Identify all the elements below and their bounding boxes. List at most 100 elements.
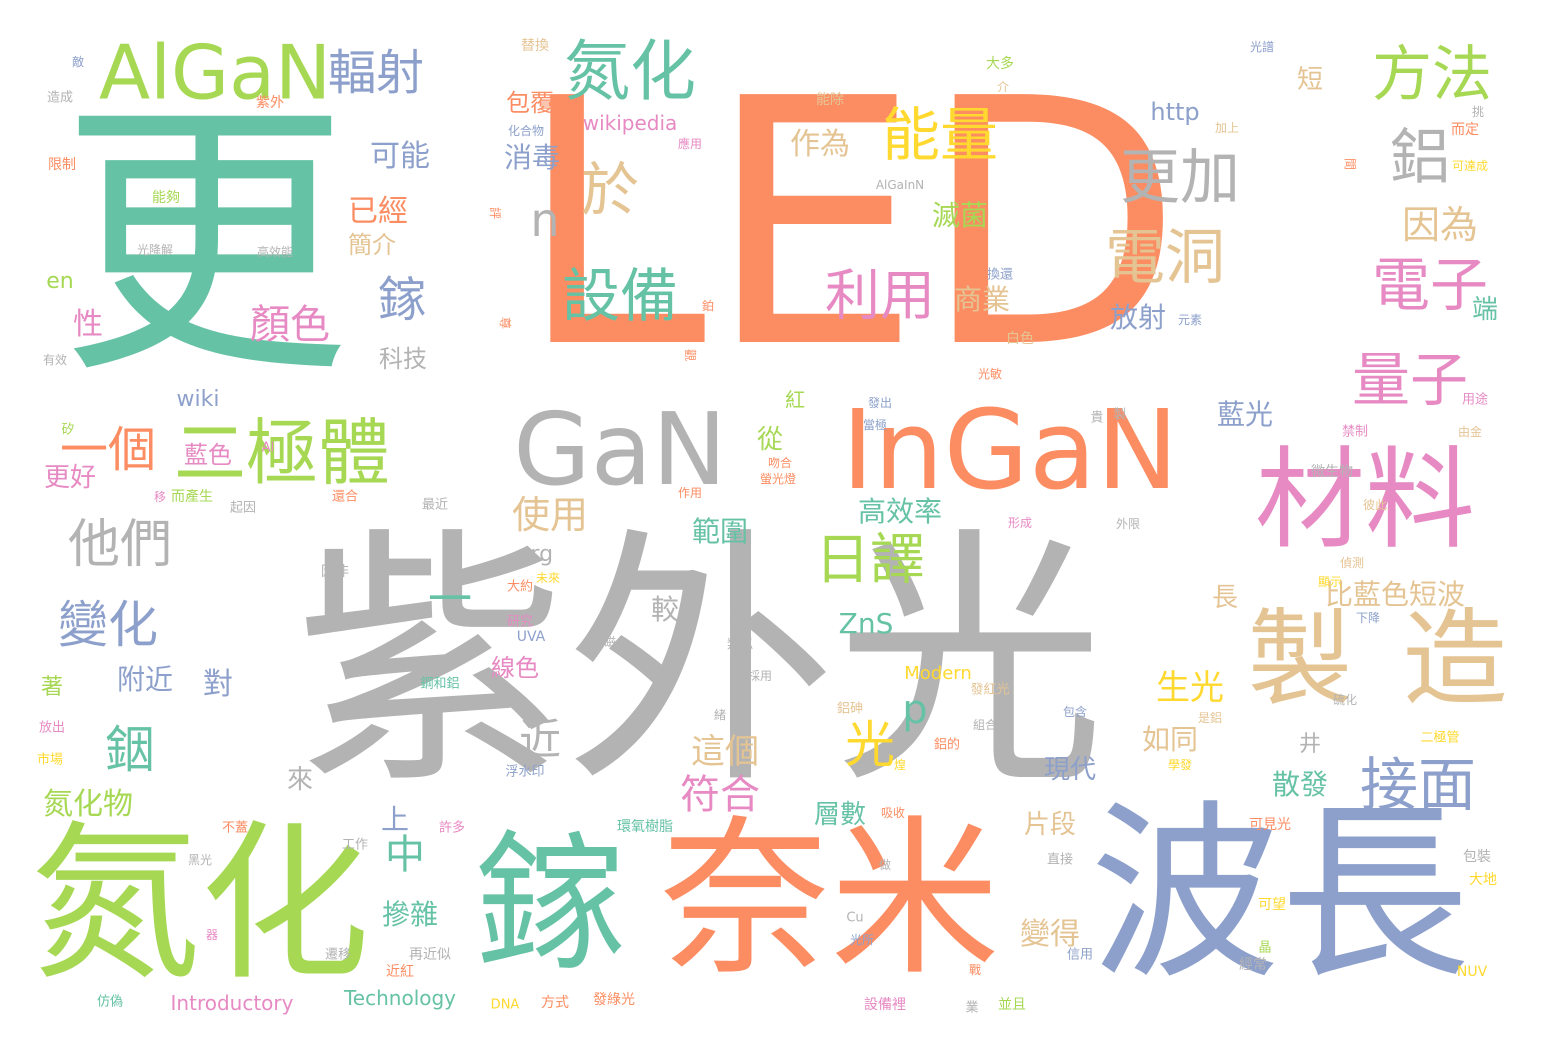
cloud-word: 黑光 bbox=[187, 853, 213, 867]
cloud-word: 商業 bbox=[953, 283, 1011, 316]
cloud-word: DNA bbox=[490, 997, 520, 1013]
cloud-word: 鋁的 bbox=[933, 737, 961, 753]
cloud-word: 更 bbox=[60, 76, 350, 413]
cloud-word: 放出 bbox=[38, 720, 66, 736]
cloud-word: 近 bbox=[518, 715, 562, 764]
cloud-word: 井 bbox=[1298, 732, 1322, 757]
cloud-word: 使用 bbox=[511, 493, 589, 537]
cloud-word: 遷移 bbox=[324, 947, 352, 963]
cloud-word: 顯示 bbox=[1317, 575, 1343, 589]
cloud-word: 吻合 bbox=[767, 456, 793, 470]
cloud-word: 業 bbox=[965, 1000, 979, 1016]
cloud-word: NUV bbox=[1456, 964, 1488, 980]
cloud-word: 組合 bbox=[972, 718, 998, 732]
cloud-word: 經常 bbox=[1239, 957, 1267, 973]
cloud-word: 可望 bbox=[1258, 897, 1286, 913]
cloud-word: 而定 bbox=[1451, 122, 1479, 138]
cloud-word: 能量 bbox=[881, 101, 999, 169]
cloud-word: en bbox=[46, 269, 74, 294]
cloud-word: 加上 bbox=[1214, 121, 1240, 135]
cloud-word: 光降解 bbox=[136, 243, 174, 257]
cloud-word: 紫外 bbox=[256, 95, 284, 111]
cloud-word: 白色 bbox=[1006, 331, 1034, 347]
cloud-word: 起因 bbox=[229, 500, 257, 516]
cloud-word: 仿偽 bbox=[96, 994, 124, 1010]
cloud-word: 變得 bbox=[1020, 917, 1080, 952]
cloud-word: 光敏 bbox=[977, 367, 1003, 381]
cloud-word: Introductory bbox=[170, 991, 294, 1015]
cloud-word: Technology bbox=[343, 986, 457, 1010]
cloud-word: 長 bbox=[1211, 583, 1239, 613]
cloud-word: 介 bbox=[996, 80, 1010, 94]
cloud-word: 研究 bbox=[506, 614, 534, 630]
cloud-word: 發出 bbox=[867, 396, 893, 410]
cloud-word: 吸收 bbox=[880, 806, 906, 820]
cloud-word: 鉑 bbox=[701, 299, 715, 313]
cloud-word: 鋁 bbox=[1390, 123, 1450, 193]
cloud-word: 最近 bbox=[421, 497, 449, 513]
cloud-word: 間 bbox=[1343, 157, 1357, 171]
cloud-word: 能除 bbox=[816, 92, 844, 108]
cloud-word: 信用 bbox=[1066, 947, 1094, 963]
cloud-word: n bbox=[530, 193, 560, 247]
cloud-word: 包覆 bbox=[506, 89, 554, 117]
cloud-word: 應用 bbox=[677, 137, 703, 151]
cloud-word: 來 bbox=[286, 765, 314, 795]
cloud-word: 形成 bbox=[1007, 516, 1033, 530]
cloud-word: 高效率 bbox=[857, 495, 943, 528]
cloud-word: 工作 bbox=[341, 837, 369, 853]
cloud-word: 螢光燈 bbox=[759, 472, 797, 486]
cloud-word: 作用 bbox=[677, 486, 703, 500]
cloud-word: 戰 bbox=[968, 963, 982, 977]
cloud-word: 量子 bbox=[1351, 346, 1469, 414]
cloud-word: 紅 bbox=[785, 388, 805, 412]
cloud-word: LED bbox=[516, 27, 1184, 423]
cloud-word: 摻雜 bbox=[381, 898, 439, 931]
cloud-word: 變化 bbox=[58, 596, 158, 654]
cloud-word: 端 bbox=[1471, 295, 1499, 325]
cloud-word: p bbox=[902, 687, 928, 733]
cloud-word: 煌 bbox=[893, 758, 907, 772]
cloud-word: 近紅 bbox=[386, 964, 414, 980]
cloud-word: 一個 bbox=[59, 422, 157, 478]
cloud-word: 因為 bbox=[1401, 203, 1479, 247]
cloud-word: 並且 bbox=[998, 997, 1026, 1013]
cloud-word: 他們 bbox=[67, 515, 173, 575]
cloud-word: 器 bbox=[205, 928, 219, 942]
cloud-word: 放射 bbox=[1109, 301, 1167, 334]
cloud-word: 尊 bbox=[498, 316, 512, 330]
cloud-word: 轉換 bbox=[996, 322, 1024, 338]
cloud-word: UVA bbox=[516, 629, 546, 645]
cloud-word: 鋼和鋁 bbox=[420, 676, 460, 692]
cloud-word: 因非 bbox=[321, 564, 349, 580]
cloud-word: 電洞 bbox=[1105, 223, 1225, 293]
cloud-word: 中 bbox=[385, 832, 425, 878]
cloud-word: 日譯 bbox=[814, 527, 926, 592]
cloud-word: 再近似 bbox=[409, 947, 451, 963]
cloud-word: 從 bbox=[756, 425, 784, 455]
cloud-word: 二極管 bbox=[1420, 730, 1460, 746]
cloud-word: 可能 bbox=[370, 139, 430, 174]
cloud-word: 直接 bbox=[1046, 852, 1074, 868]
cloud-word: 發紅光 bbox=[970, 682, 1010, 698]
cloud-word: 作為 bbox=[790, 127, 850, 162]
cloud-word: 可達成 bbox=[1451, 159, 1489, 173]
cloud-word: 生光 bbox=[1156, 668, 1224, 708]
cloud-word: 氮化 bbox=[564, 33, 696, 110]
cloud-word: 上 bbox=[380, 803, 410, 836]
cloud-word: 方式 bbox=[541, 995, 569, 1011]
cloud-word: 短 bbox=[1296, 65, 1324, 95]
cloud-word: 當極 bbox=[862, 418, 888, 432]
cloud-word: 是鋁 bbox=[1197, 711, 1223, 725]
cloud-word: 更好 bbox=[43, 463, 97, 493]
cloud-word: InGaN bbox=[841, 386, 1179, 514]
cloud-word: 電子 bbox=[1371, 251, 1489, 319]
cloud-word: 能夠 bbox=[152, 190, 180, 206]
cloud-word: 線色 bbox=[491, 654, 539, 682]
cloud-word: 硫化 bbox=[1332, 693, 1358, 707]
cloud-word: 範圍 bbox=[691, 515, 749, 548]
cloud-word: 還合 bbox=[331, 489, 359, 505]
cloud-word: 製 bbox=[1113, 407, 1127, 423]
cloud-word: 層數 bbox=[813, 800, 867, 830]
cloud-word: 性 bbox=[73, 307, 103, 342]
